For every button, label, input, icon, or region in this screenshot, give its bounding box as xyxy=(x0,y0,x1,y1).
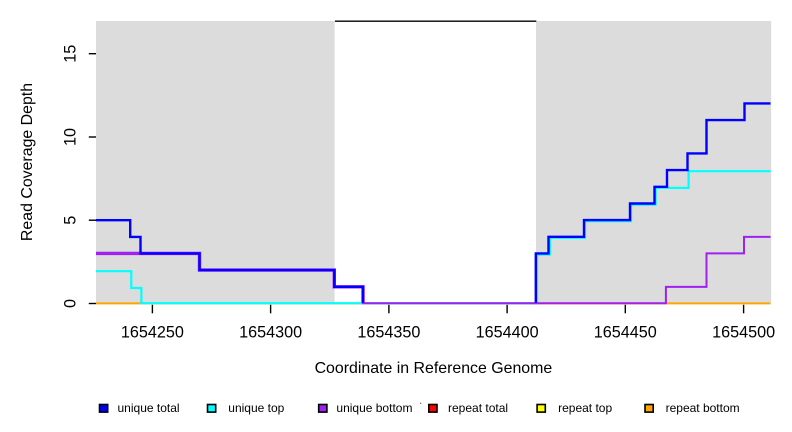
svg-text:5: 5 xyxy=(62,216,80,225)
svg-text:unique bottom: unique bottom xyxy=(336,401,412,415)
svg-text:0: 0 xyxy=(62,299,80,308)
svg-text:repeat top: repeat top xyxy=(558,401,612,415)
svg-text:10: 10 xyxy=(62,128,80,146)
svg-text:1654300: 1654300 xyxy=(239,324,302,342)
svg-text:repeat bottom: repeat bottom xyxy=(666,401,740,415)
svg-text:Read Coverage Depth: Read Coverage Depth xyxy=(19,83,36,241)
svg-text:unique total: unique total xyxy=(118,401,180,415)
svg-text:repeat total: repeat total xyxy=(448,401,508,415)
svg-text:unique top: unique top xyxy=(228,401,284,415)
svg-text:1654450: 1654450 xyxy=(594,324,657,342)
svg-text:Coordinate in Reference Genome: Coordinate in Reference Genome xyxy=(315,360,553,377)
svg-text:15: 15 xyxy=(62,45,80,63)
svg-text:1654500: 1654500 xyxy=(712,324,775,342)
svg-text:1654400: 1654400 xyxy=(476,324,539,342)
svg-text:1654350: 1654350 xyxy=(357,324,420,342)
svg-text:1654250: 1654250 xyxy=(121,324,184,342)
